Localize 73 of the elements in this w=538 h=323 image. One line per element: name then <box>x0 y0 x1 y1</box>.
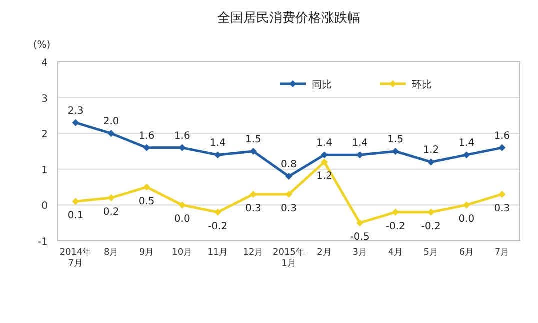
point <box>108 130 115 138</box>
data-label: 0.8 <box>281 160 297 171</box>
ylabel: (%) <box>33 40 51 51</box>
title: 全国居民消费价格涨跌幅 <box>218 11 360 26</box>
data-label: 0.1 <box>68 210 84 222</box>
data-label: 1.6 <box>174 130 190 142</box>
x-tick-label: 2015年 1月 <box>273 247 305 269</box>
x-tick-label: 4月 <box>388 248 403 258</box>
point <box>143 144 150 152</box>
legend-label: 同比 <box>312 79 332 91</box>
x-tick-label: 11月 <box>208 248 228 258</box>
x-tick-label: 9月 <box>139 248 154 258</box>
data-label: 0.3 <box>494 203 510 214</box>
point <box>143 184 150 191</box>
data-label: 1.6 <box>494 130 510 142</box>
point <box>286 173 292 180</box>
point <box>428 208 435 216</box>
data-label: 1.2 <box>316 171 332 182</box>
x-tick-label: 8月 <box>104 248 119 258</box>
data-label: 1.4 <box>352 138 368 150</box>
data-label: 0.5 <box>138 196 155 208</box>
point <box>286 190 292 198</box>
point <box>463 202 470 209</box>
y-tick-label: 1 <box>42 165 48 176</box>
data-label: -0.2 <box>208 221 228 232</box>
point <box>108 194 115 202</box>
data-label: 2.3 <box>68 106 84 117</box>
x-tick-label: 2月 <box>317 248 332 258</box>
point <box>356 152 364 159</box>
data-label: 1.5 <box>388 134 404 146</box>
point <box>356 220 364 227</box>
x-tick-label: 3月 <box>352 248 368 258</box>
point <box>72 119 80 126</box>
data-label: 0.2 <box>103 207 120 218</box>
data-label: 0.0 <box>458 214 475 226</box>
point <box>72 198 80 206</box>
point <box>321 158 328 166</box>
x-tick-label: 7月 <box>494 248 510 258</box>
data-label: 0.0 <box>174 214 190 226</box>
data-label: 1.4 <box>458 138 475 150</box>
y-tick-label: 2 <box>42 130 48 141</box>
y-tick-label: 0 <box>42 201 48 212</box>
x-tick-label: 2014年 7月 <box>60 247 92 269</box>
data-label: 1.4 <box>210 138 226 150</box>
x-tick-label: 12月 <box>243 248 264 258</box>
point <box>214 152 222 159</box>
data-label: -0.2 <box>421 221 441 232</box>
data-label: 1.4 <box>316 138 332 150</box>
point <box>498 190 506 198</box>
point <box>463 152 470 159</box>
data-label: 1.5 <box>246 134 262 146</box>
x-tick-label: 6月 <box>459 248 474 258</box>
data-label: 0.3 <box>281 203 297 214</box>
y-tick-label: -1 <box>38 237 48 248</box>
point <box>392 208 400 216</box>
y-tick-label: 4 <box>42 58 48 69</box>
point <box>250 190 257 198</box>
point <box>214 208 222 216</box>
data-label: -0.5 <box>350 232 370 244</box>
data-label: 1.6 <box>138 130 155 142</box>
data-label: 2.0 <box>103 116 120 128</box>
x-tick-label: 10月 <box>172 248 193 258</box>
point <box>178 144 186 152</box>
point <box>428 158 435 166</box>
point <box>498 144 506 152</box>
y-tick-label: 3 <box>42 94 48 105</box>
point <box>392 148 400 155</box>
data-label: 0.3 <box>246 203 262 214</box>
data-label: 1.2 <box>423 145 440 156</box>
x-tick-label: 5月 <box>424 248 439 258</box>
legend-label: 环比 <box>412 79 432 91</box>
point <box>178 202 186 209</box>
data-label: -0.2 <box>386 221 406 232</box>
